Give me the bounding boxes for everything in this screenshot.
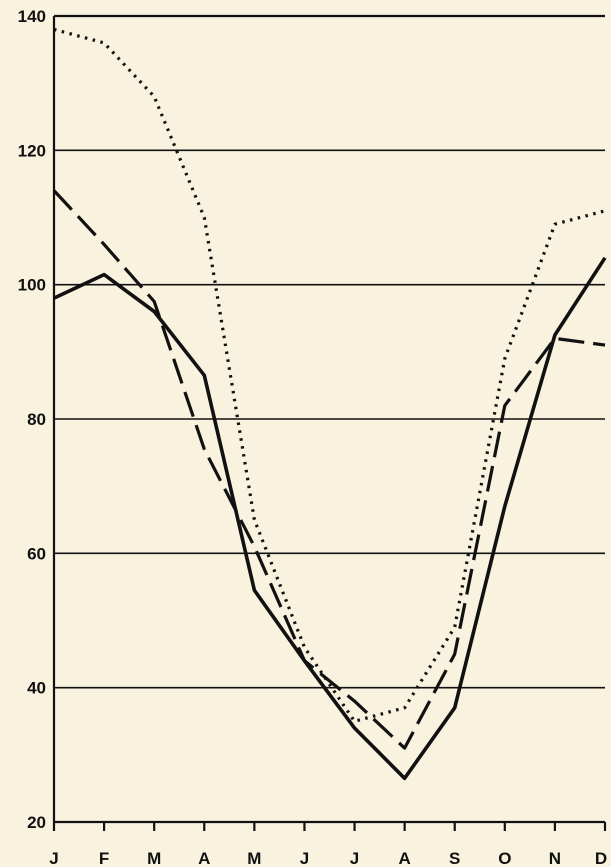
x-tick-label: J — [350, 849, 359, 867]
x-tick-label: S — [449, 849, 460, 867]
y-tick-label: 100 — [18, 276, 46, 295]
y-tick-label: 40 — [27, 679, 46, 698]
y-tick-label: 120 — [18, 141, 46, 160]
x-tick-label: J — [300, 849, 309, 867]
x-tick-label: M — [247, 849, 261, 867]
x-tick-label: N — [549, 849, 561, 867]
x-tick-label: A — [398, 849, 410, 867]
series-line-dotted — [53, 27, 606, 723]
x-tick-label: F — [99, 849, 109, 867]
grid-lines — [54, 149, 605, 689]
y-tick-label: 80 — [27, 410, 46, 429]
series-line-dashed — [52, 189, 606, 750]
y-tick-label: 140 — [18, 7, 46, 26]
y-tick-label: 60 — [27, 544, 46, 563]
series-lines — [52, 27, 607, 781]
series-line-solid — [53, 256, 607, 781]
x-tick-label: J — [49, 849, 58, 867]
x-tick-label: M — [147, 849, 161, 867]
x-tick-label: A — [198, 849, 210, 867]
x-tick-label: O — [498, 849, 511, 867]
y-tick-label: 20 — [27, 813, 46, 832]
axes — [52, 14, 607, 831]
x-tick-label: D — [595, 849, 607, 867]
tick-labels: 20 40 60 80 100 120 140 J F M A M J J A S O N D — [18, 7, 608, 867]
